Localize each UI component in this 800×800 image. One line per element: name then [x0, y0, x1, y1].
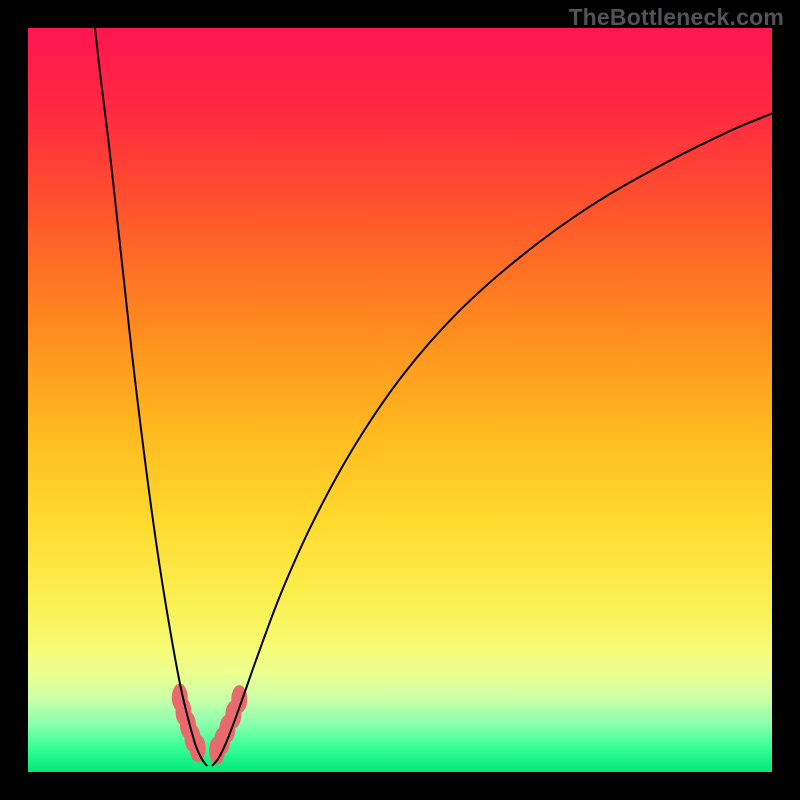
chart-svg: [28, 28, 772, 772]
marker-dot: [225, 701, 241, 729]
marker-dot: [184, 724, 200, 752]
marker-dot: [172, 684, 188, 712]
marker-dot: [214, 727, 230, 755]
marker-dot: [175, 698, 191, 726]
marker-dot: [219, 715, 235, 743]
marker-dot: [209, 736, 225, 764]
marker-dot: [190, 734, 206, 762]
marker-cluster: [172, 684, 248, 765]
right-curve: [213, 114, 772, 766]
left-curve: [95, 28, 207, 765]
watermark-text: TheBottleneck.com: [568, 4, 784, 31]
marker-dot: [231, 685, 247, 713]
marker-dot: [180, 711, 196, 739]
plot-area: [28, 28, 772, 772]
chart-frame: TheBottleneck.com: [0, 0, 800, 800]
